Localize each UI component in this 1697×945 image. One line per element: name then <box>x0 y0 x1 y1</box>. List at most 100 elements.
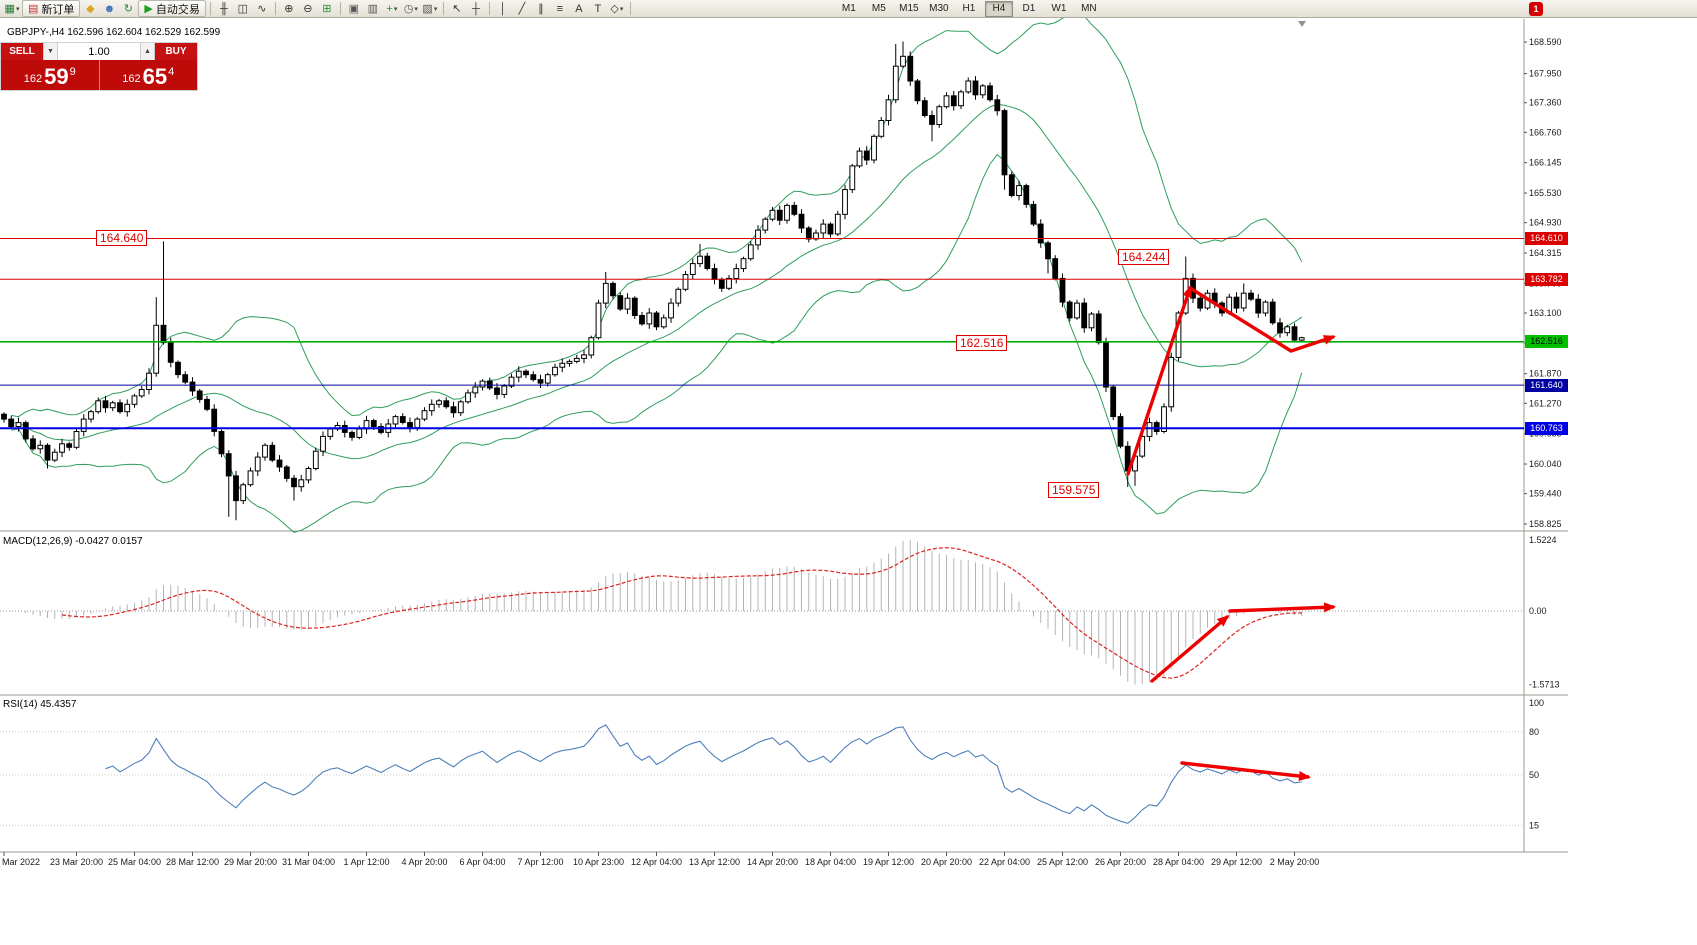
candle-body <box>356 428 363 438</box>
sell-button[interactable]: SELL <box>1 43 43 60</box>
time-axis-label: 7 Apr 12:00 <box>517 857 563 867</box>
trend-arrow[interactable] <box>1150 615 1230 683</box>
candle-body <box>370 420 377 428</box>
market-watch-icon[interactable]: ☻ <box>100 1 118 17</box>
price-callout-162516[interactable]: 162.516 <box>956 335 1008 351</box>
timeframe-button-m1[interactable]: M1 <box>841 3 856 14</box>
candle-body <box>501 385 508 395</box>
volume-input[interactable]: 1.00 <box>58 43 140 60</box>
timeframe-button-m15[interactable]: M15 <box>899 3 919 14</box>
candle-body <box>965 80 972 93</box>
candle-body <box>610 282 616 297</box>
candle-body <box>943 95 950 108</box>
periods-icon[interactable]: ◷ ▾ <box>402 1 420 17</box>
candle-body <box>167 342 174 363</box>
timeframe-button-mn[interactable]: MN <box>1081 3 1097 14</box>
candle-body <box>559 362 566 368</box>
timeframe-button-m30[interactable]: M30 <box>929 3 949 14</box>
candle-body <box>1001 110 1008 176</box>
line-chart-icon[interactable]: ∿ <box>253 1 271 17</box>
trend-arrow[interactable] <box>1126 285 1192 476</box>
price-callout-159575[interactable]: 159.575 <box>1048 482 1100 498</box>
candle-body <box>994 99 1001 112</box>
candle-body <box>972 80 979 96</box>
channel-icon-glyph: ∥ <box>538 3 544 15</box>
chart-shift-marker[interactable] <box>1298 21 1306 27</box>
text-label-icon[interactable]: T <box>589 1 607 17</box>
notification-badge[interactable]: 1 <box>1529 2 1543 16</box>
macd-axis-label: -1.5713 <box>1529 680 1560 690</box>
candle-body <box>138 389 145 397</box>
fibonacci-icon[interactable]: ≡ <box>551 1 569 17</box>
indicators-icon[interactable]: + ▾ <box>383 1 401 17</box>
candle-body <box>1284 326 1291 334</box>
time-axis-label: 22 Apr 04:00 <box>979 857 1030 867</box>
candle-body <box>566 360 573 364</box>
buy-price[interactable]: 162 65 4 <box>100 60 198 90</box>
new-chart-icon-caret[interactable]: ▾ <box>15 5 20 13</box>
periods-icon-caret[interactable]: ▾ <box>414 5 418 13</box>
time-axis-label: 6 Apr 04:00 <box>459 857 505 867</box>
candle-body <box>842 189 848 215</box>
indicators-icon-glyph: + <box>386 2 393 15</box>
channel-icon[interactable]: ∥ <box>532 1 550 17</box>
indicators-icon-caret[interactable]: ▾ <box>393 5 398 13</box>
zoom-in-icon[interactable]: ⊕ <box>280 1 298 17</box>
trend-arrow[interactable] <box>1228 602 1336 613</box>
candle-body <box>66 443 73 448</box>
bar-chart-icon[interactable]: ╫ <box>215 1 233 17</box>
timeframe-button-m5[interactable]: M5 <box>871 3 886 14</box>
templates-icon-caret[interactable]: ▾ <box>433 5 438 13</box>
auto-arrange-icon[interactable]: ▣ <box>345 1 363 17</box>
zoom-out-icon[interactable]: ⊖ <box>299 1 317 17</box>
price-callout-164244[interactable]: 164.244 <box>1118 249 1170 265</box>
trend-arrow[interactable] <box>1180 761 1311 781</box>
candle-body <box>1153 422 1160 433</box>
time-axis-label: 14 Apr 20:00 <box>747 857 798 867</box>
market-watch-icon-glyph: ☻ <box>103 2 116 15</box>
grid-icon[interactable]: ▥ <box>364 1 382 17</box>
buy-button[interactable]: BUY <box>155 43 197 60</box>
shapes-icon[interactable]: ◇ ▾ <box>608 1 626 17</box>
candle-body <box>1298 337 1305 341</box>
candle-body <box>1269 301 1276 324</box>
candle-body <box>798 213 805 229</box>
trendline-icon[interactable]: ╱ <box>513 1 531 17</box>
shapes-icon-glyph: ◇ <box>610 3 619 15</box>
timeframe-button-h4[interactable]: H4 <box>984 0 1013 17</box>
candle-body <box>1291 326 1298 341</box>
time-axis-label: 20 Apr 20:00 <box>921 857 972 867</box>
price-callout-164640[interactable]: 164.640 <box>96 230 148 246</box>
text-icon[interactable]: A <box>570 1 588 17</box>
sell-price-main: 59 <box>44 64 69 89</box>
volume-decrease-button[interactable]: ▼ <box>43 43 58 60</box>
templates-icon[interactable]: ▨ ▾ <box>421 1 439 17</box>
new-order-button[interactable]: ▤ 新订单 <box>22 0 81 17</box>
shapes-icon-caret[interactable]: ▾ <box>619 5 624 13</box>
volume-increase-button[interactable]: ▲ <box>140 43 155 60</box>
new-chart-icon[interactable]: ▦ ▾ <box>3 1 21 17</box>
autotrading-button-icon: ▶ <box>144 3 153 15</box>
time-axis-label: Mar 2022 <box>2 857 40 867</box>
crosshair-icon[interactable]: ┼ <box>467 1 485 17</box>
timeframe-button-d1[interactable]: D1 <box>1022 3 1036 14</box>
vertical-line-icon[interactable]: │ <box>494 1 512 17</box>
timeframe-button-w1[interactable]: W1 <box>1051 3 1067 14</box>
time-axis-label: 25 Mar 04:00 <box>108 857 161 867</box>
trend-arrow[interactable] <box>1188 286 1336 353</box>
sell-price[interactable]: 162 59 9 <box>1 60 100 90</box>
candle-body <box>225 453 232 477</box>
candlestick-chart-icon-glyph: ◫ <box>237 3 249 15</box>
candle-body <box>537 379 544 384</box>
favorites-icon[interactable]: ◆ <box>81 1 99 17</box>
tile-windows-icon[interactable]: ⊞ <box>318 1 336 17</box>
cursor-icon[interactable]: ↖ <box>448 1 466 17</box>
refresh-icon[interactable]: ↻ <box>119 1 137 17</box>
candle-body <box>124 403 131 413</box>
candlestick-chart-icon[interactable]: ◫ <box>234 1 252 17</box>
refresh-icon-glyph: ↻ <box>123 3 134 15</box>
candle-body <box>59 443 65 453</box>
autotrading-button[interactable]: ▶ 自动交易 <box>138 0 206 17</box>
timeframe-button-h1[interactable]: H1 <box>962 3 976 14</box>
